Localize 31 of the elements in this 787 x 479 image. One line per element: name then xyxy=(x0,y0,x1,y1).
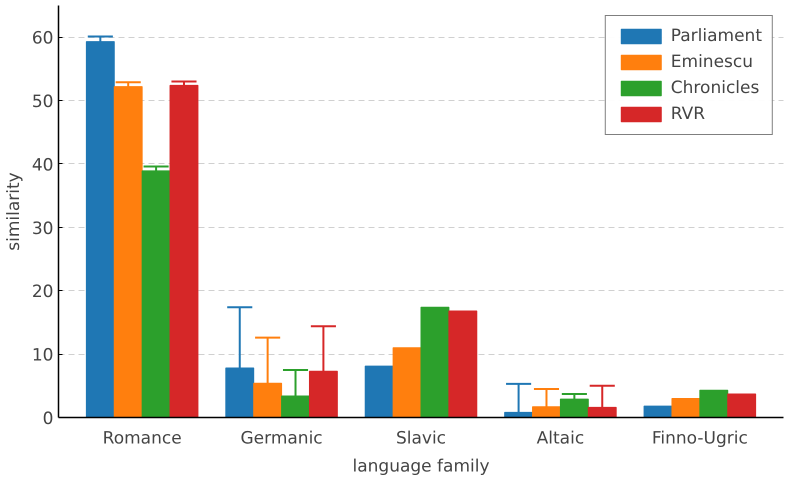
y-tick-label: 0 xyxy=(42,409,54,429)
y-tick-label: 10 xyxy=(32,346,54,366)
bar xyxy=(448,310,478,418)
bar xyxy=(392,347,422,418)
bar xyxy=(114,86,143,418)
bar xyxy=(560,398,589,418)
bar xyxy=(170,84,198,418)
legend-label: Eminescu xyxy=(670,52,754,72)
x-tick-label: Germanic xyxy=(240,428,323,448)
bar xyxy=(671,398,700,418)
y-tick-label: 30 xyxy=(32,218,54,239)
bar xyxy=(364,366,394,418)
y-tick-label: 40 xyxy=(32,155,54,176)
y-axis-title: similarity xyxy=(4,172,24,251)
bar xyxy=(86,41,115,418)
x-tick-label: Romance xyxy=(102,428,182,448)
y-tick-label: 20 xyxy=(32,282,54,302)
bar xyxy=(644,406,672,418)
y-tick-label: 60 xyxy=(32,28,54,49)
legend-label: RVR xyxy=(670,104,706,124)
bar xyxy=(699,390,728,418)
legend-label: Parliament xyxy=(670,26,762,46)
bar xyxy=(727,394,756,418)
y-tick-label: 50 xyxy=(32,92,54,112)
x-tick-label: Finno-Ugric xyxy=(652,428,748,448)
bar xyxy=(142,170,171,418)
bar xyxy=(420,306,450,418)
x-axis-title: language family xyxy=(352,456,490,476)
x-tick-label: Altaic xyxy=(536,428,584,448)
legend-label: Chronicles xyxy=(670,78,760,98)
x-tick-label: Slavic xyxy=(396,428,446,448)
